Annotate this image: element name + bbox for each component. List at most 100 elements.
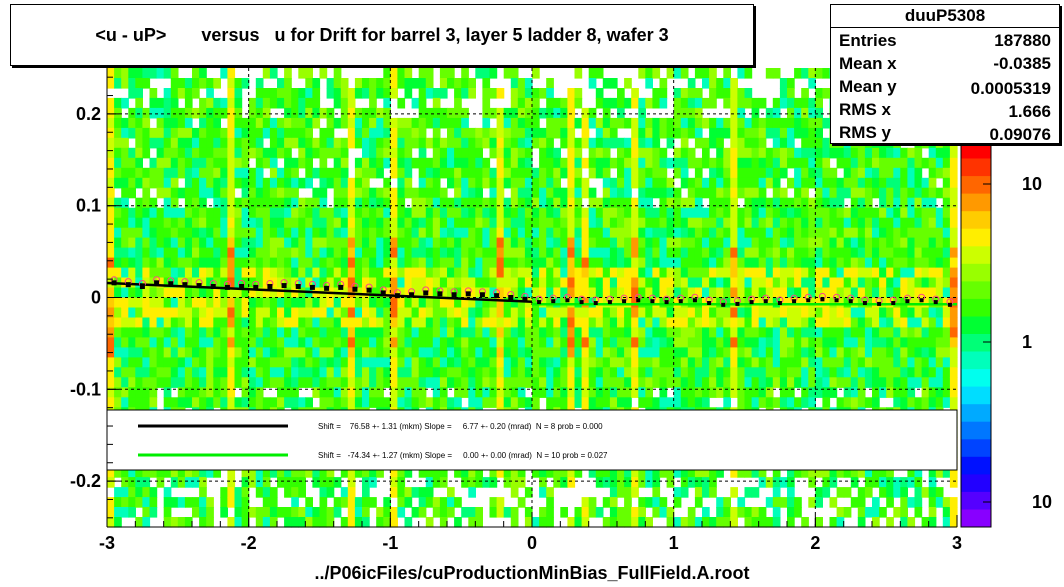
heatmap-cell — [326, 397, 335, 408]
heatmap-cell — [879, 357, 887, 368]
heatmap-cell — [340, 107, 349, 119]
heatmap-cell — [503, 117, 512, 129]
heatmap-cell — [553, 217, 561, 229]
heatmap-cell — [163, 157, 172, 169]
heatmap-cell — [808, 197, 816, 209]
heatmap-cell — [404, 237, 413, 249]
heatmap-cell — [751, 387, 760, 398]
heatmap-cell — [411, 357, 420, 368]
heatmap-cell — [949, 197, 958, 209]
heatmap-cell — [319, 487, 328, 498]
heatmap-cell — [921, 377, 930, 388]
heatmap-cell — [836, 197, 845, 209]
heatmap-cell — [907, 317, 916, 329]
heatmap-cell — [574, 337, 583, 348]
heatmap-cell — [269, 217, 278, 229]
heatmap-cell — [376, 107, 384, 119]
heatmap-cell — [872, 297, 880, 309]
heatmap-cell — [772, 347, 781, 358]
heatmap-cell — [206, 517, 214, 528]
heatmap-cell — [114, 167, 122, 179]
heatmap-cell — [709, 337, 717, 348]
heatmap-cell — [872, 247, 880, 259]
heatmap-cell — [206, 367, 214, 378]
heatmap-cell — [872, 317, 880, 329]
heatmap-cell — [503, 287, 512, 299]
heatmap-cell — [383, 207, 391, 219]
heatmap-cell — [503, 327, 512, 338]
heatmap-cell — [255, 217, 264, 229]
heatmap-cell — [666, 367, 675, 378]
heatmap-cell — [588, 227, 597, 239]
heatmap-cell — [284, 337, 292, 348]
heatmap-cell — [659, 497, 668, 508]
x-tick-label: 0 — [527, 533, 537, 553]
heatmap-cell — [546, 267, 554, 279]
heatmap-cell — [432, 397, 441, 408]
heatmap-cell — [418, 167, 427, 179]
heatmap-cell — [631, 337, 639, 348]
heatmap-cell — [475, 267, 483, 279]
heatmap-cell — [475, 477, 483, 488]
heatmap-cell — [822, 207, 831, 219]
heatmap-cell — [447, 367, 455, 378]
heatmap-cell — [496, 187, 505, 199]
heatmap-cell — [156, 467, 165, 478]
heatmap-cell — [397, 137, 406, 149]
heatmap-cell — [354, 197, 363, 209]
heatmap-cell — [560, 477, 568, 488]
heatmap-cell — [850, 317, 859, 329]
heatmap-cell — [135, 147, 143, 159]
heatmap-cell — [687, 307, 696, 319]
heatmap-cell — [822, 187, 831, 199]
heatmap-cell — [184, 107, 193, 119]
heatmap-cell — [553, 357, 561, 368]
heatmap-cell — [864, 177, 873, 189]
heatmap-cell — [177, 317, 186, 329]
heatmap-cell — [383, 297, 391, 309]
heatmap-cell — [935, 277, 944, 289]
heatmap-cell — [135, 237, 143, 249]
heatmap-cell — [737, 467, 746, 478]
heatmap-cell — [843, 507, 852, 518]
heatmap-cell — [475, 147, 483, 159]
heatmap-cell — [397, 357, 406, 368]
heatmap-cell — [262, 157, 271, 169]
heatmap-cell — [815, 257, 823, 269]
heatmap-cell — [177, 267, 186, 279]
heatmap-cell — [609, 497, 618, 508]
heatmap-cell — [432, 267, 441, 279]
heatmap-cell — [694, 497, 703, 508]
heatmap-cell — [262, 307, 271, 319]
heatmap-cell — [864, 487, 873, 498]
heatmap-cell — [475, 467, 483, 478]
heatmap-cell — [928, 367, 937, 378]
heatmap-cell — [666, 467, 675, 478]
heatmap-cell — [383, 68, 391, 79]
heatmap-cell — [624, 517, 632, 528]
heatmap-cell — [376, 517, 384, 528]
heatmap-cell — [404, 177, 413, 189]
heatmap-cell — [631, 177, 639, 189]
heatmap-cell — [872, 167, 880, 179]
heatmap-cell — [340, 377, 349, 388]
heatmap-cell — [163, 287, 172, 299]
heatmap-cell — [652, 88, 661, 99]
heatmap-cell — [730, 377, 738, 388]
heatmap-cell — [524, 237, 533, 249]
heatmap-cell — [510, 207, 519, 219]
heatmap-cell — [680, 227, 689, 239]
heatmap-cell — [886, 317, 894, 329]
heatmap-cell — [369, 147, 377, 159]
heatmap-cell — [298, 317, 306, 329]
heatmap-cell — [305, 88, 313, 99]
heatmap-cell — [454, 137, 462, 149]
heatmap-cell — [354, 317, 363, 329]
heatmap-cell — [808, 227, 816, 239]
heatmap-cell — [107, 297, 115, 309]
heatmap-cell — [248, 397, 257, 408]
heatmap-cell — [730, 517, 738, 528]
heatmap-cell — [369, 397, 377, 408]
profile-point-green — [579, 300, 584, 305]
heatmap-cell — [184, 217, 193, 229]
